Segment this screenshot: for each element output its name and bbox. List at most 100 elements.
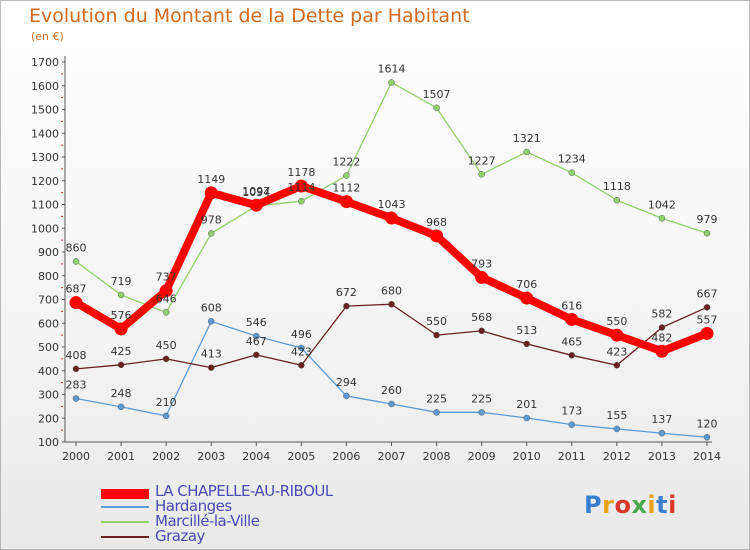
legend-label-0: LA CHAPELLE-AU-RIBOUL (155, 482, 333, 500)
legend-item-1: Hardanges (101, 497, 401, 515)
series-point-2 (72, 258, 80, 265)
data-label-0: 1043 (378, 198, 406, 211)
data-label-2: 1614 (378, 62, 406, 75)
data-label-0: 616 (561, 299, 582, 312)
series-point-0 (700, 326, 714, 340)
y-tick-label: 600 (38, 317, 59, 330)
series-point-0 (204, 186, 218, 200)
data-label-1: 137 (651, 413, 672, 426)
logo-letter: r (602, 491, 615, 519)
series-point-0 (114, 322, 128, 336)
data-label-0: 706 (516, 278, 537, 291)
series-point-2 (298, 197, 305, 205)
data-label-1: 120 (697, 417, 718, 430)
logo-letter: P (584, 491, 603, 519)
data-label-0: 793 (471, 257, 492, 270)
line-chart: 100 200 300 400 500 600 700 800 900 1000 1100 1200 1… (31, 56, 721, 463)
x-tick-label: 2013 (648, 450, 676, 463)
data-label-3: 467 (246, 335, 267, 348)
data-label-2: 719 (111, 275, 132, 288)
data-label-2: 1118 (603, 180, 631, 193)
series-point-1 (703, 434, 711, 441)
series-point-1 (298, 344, 305, 352)
y-tick-label: 300 (38, 389, 59, 402)
data-label-3: 550 (426, 315, 447, 328)
series-point-1 (207, 318, 215, 325)
legend-swatch-2 (101, 521, 149, 523)
data-label-1: 496 (291, 328, 312, 341)
series-point-2 (162, 309, 170, 316)
series-point-3 (658, 324, 666, 331)
data-label-2: 1234 (558, 153, 586, 166)
legend-label-2: Marcillé-la-Ville (155, 512, 260, 530)
data-label-0: 1178 (287, 166, 315, 179)
logo-letter: i (647, 491, 657, 519)
x-tick-label: 2002 (152, 450, 180, 463)
data-label-2: 979 (697, 213, 718, 226)
data-label-2: 1094 (242, 186, 270, 199)
data-label-3: 513 (516, 324, 537, 337)
data-label-1: 260 (381, 384, 402, 397)
x-tick-label: 2000 (62, 450, 90, 463)
y-tick-label: 900 (38, 246, 59, 259)
x-tick-label: 2009 (468, 450, 496, 463)
data-label-3: 408 (66, 349, 87, 362)
series-point-1 (433, 409, 440, 416)
y-tick-label: 800 (38, 270, 59, 283)
data-label-0: 1097 (242, 185, 270, 198)
y-tick-label: 1100 (31, 199, 59, 212)
x-tick-label: 2003 (197, 450, 225, 463)
y-tick-label: 700 (38, 294, 59, 307)
y-tick-label: 1700 (31, 56, 59, 69)
series-point-1 (72, 395, 80, 402)
data-label-2: 1507 (423, 88, 451, 101)
series-point-0 (294, 179, 308, 193)
series-point-2 (388, 79, 395, 86)
series-point-2 (343, 172, 350, 179)
data-label-0: 557 (697, 313, 718, 326)
data-label-2: 1222 (332, 156, 360, 169)
y-tick-label: 1600 (31, 80, 59, 93)
data-label-3: 667 (697, 287, 718, 300)
series-point-3 (343, 302, 350, 310)
series-point-3 (613, 362, 621, 369)
legend-label-3: Grazay (155, 527, 205, 545)
series-point-0 (159, 284, 173, 298)
legend-item-0: LA CHAPELLE-AU-RIBOUL (101, 482, 401, 500)
logo-letter: i (668, 491, 677, 519)
legend-item-3: Grazay (101, 527, 401, 545)
y-tick-label: 400 (38, 365, 59, 378)
data-label-2: 860 (66, 242, 87, 255)
data-label-0: 576 (111, 309, 132, 322)
logo-letter: t (656, 491, 669, 519)
x-tick-label: 2012 (603, 450, 631, 463)
x-tick-label: 2011 (558, 450, 586, 463)
data-label-3: 672 (336, 286, 357, 299)
y-tick-label: 1200 (31, 175, 59, 188)
series-point-3 (298, 362, 305, 369)
series-point-0 (565, 312, 579, 326)
series-point-1 (568, 421, 576, 428)
series-point-3 (162, 355, 170, 363)
series-point-3 (523, 340, 530, 348)
x-tick-label: 2007 (378, 450, 406, 463)
logo-letter: x (631, 491, 648, 519)
series-point-0 (475, 270, 489, 284)
series-point-3 (478, 327, 485, 335)
series-point-0 (520, 291, 534, 305)
data-label-1: 248 (111, 387, 132, 400)
chart-subtitle: (en €) (31, 30, 64, 43)
series-point-3 (703, 304, 711, 311)
data-label-3: 425 (111, 345, 132, 358)
series-point-2 (117, 291, 125, 299)
series-point-2 (433, 104, 440, 112)
chart-title: Evolution du Montant de la Dette par Hab… (29, 5, 470, 27)
data-label-1: 225 (426, 392, 447, 405)
data-label-0: 550 (606, 315, 627, 328)
series-point-2 (568, 169, 576, 176)
series-point-2 (703, 229, 711, 237)
data-label-1: 155 (606, 409, 627, 422)
data-label-0: 968 (426, 216, 447, 229)
series-point-3 (72, 365, 80, 373)
y-tick-label: 1500 (31, 104, 59, 117)
